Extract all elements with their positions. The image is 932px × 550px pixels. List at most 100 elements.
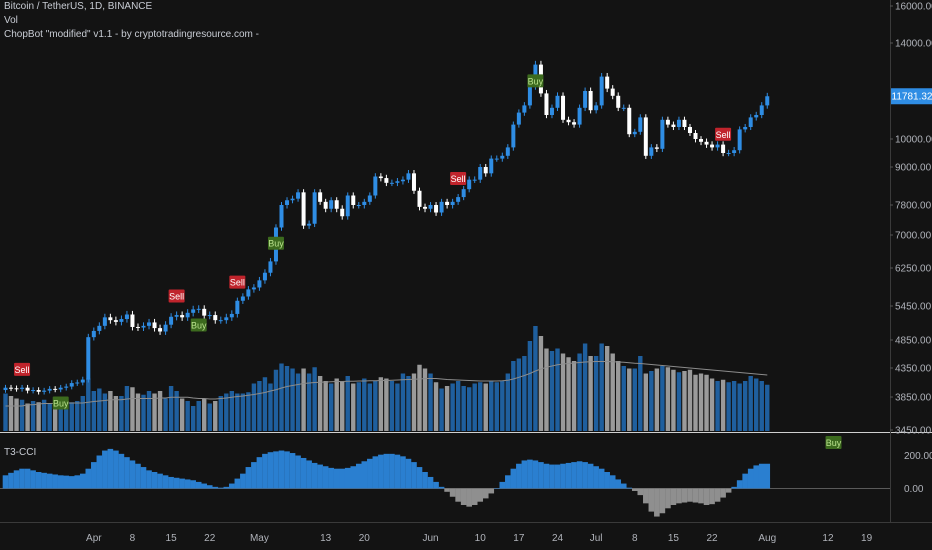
candle-body	[511, 124, 516, 148]
cci-bar	[306, 460, 312, 489]
volume-bar	[687, 369, 693, 431]
last-price-label: 11781.32	[892, 92, 932, 103]
cci-bar	[206, 485, 213, 489]
cci-bar	[74, 475, 81, 489]
candle-body	[406, 173, 411, 180]
volume-bar	[478, 382, 483, 431]
candle-body	[130, 314, 135, 327]
candle-body	[748, 117, 753, 127]
volume-bar	[588, 356, 593, 431]
volume-bar	[505, 373, 511, 431]
cci-bar	[19, 468, 25, 489]
cci-bar	[538, 462, 544, 489]
candle-body	[555, 95, 560, 108]
volume-bar	[279, 363, 284, 431]
cci-bar	[284, 451, 290, 489]
cci-bar	[488, 488, 495, 494]
cci-bar	[449, 488, 456, 497]
volume-bar	[168, 386, 174, 431]
buy-signal: Buy	[267, 236, 284, 250]
candle-body	[643, 117, 648, 156]
volume-bar	[538, 336, 544, 431]
volume-legend[interactable]: Vol	[4, 15, 18, 26]
price-tick-label: 5450.00	[895, 302, 932, 313]
candle-body	[384, 178, 389, 183]
volume-bar	[759, 381, 764, 431]
candle-body	[489, 158, 494, 174]
cci-bar	[234, 478, 241, 489]
cci-bar	[168, 476, 174, 489]
cci-bar	[444, 488, 450, 492]
volume-bar	[704, 374, 709, 431]
cci-bar	[190, 480, 196, 489]
volume-bar	[400, 373, 406, 431]
symbol-title[interactable]: Bitcoin / TetherUS, 1D, BINANCE	[4, 1, 153, 12]
candle-body	[572, 122, 577, 125]
cci-bar	[157, 473, 163, 489]
volume-bar	[52, 406, 58, 431]
date-axis[interactable]: 1825Apr81522May1320Jun101724Jul81522Aug1…	[0, 533, 873, 544]
indicator-legend[interactable]: ChopBot "modified" v1.1 - by cryptotradi…	[4, 29, 259, 40]
volume-bar	[207, 403, 212, 431]
candle-body	[566, 119, 571, 123]
date-tick-label: 15	[668, 533, 680, 544]
candle-body	[505, 147, 510, 156]
cci-bar	[173, 477, 180, 489]
candle-body	[561, 95, 566, 120]
candle-body	[235, 300, 240, 314]
candle-body	[638, 117, 643, 132]
cci-bar	[322, 466, 329, 489]
volume-bar	[560, 353, 566, 431]
date-tick-label: Jul	[590, 533, 603, 544]
candle-body	[229, 313, 234, 318]
volume-bar	[384, 378, 389, 431]
cci-bar	[240, 473, 246, 489]
price-tick-label: 9000.00	[895, 163, 932, 174]
volume-bar	[754, 378, 759, 431]
volume-bar	[621, 366, 626, 431]
cci-axis[interactable]: 200.00 0.00	[904, 451, 932, 495]
candle-body	[472, 179, 477, 181]
cci-bar	[493, 488, 500, 489]
candle-body	[549, 107, 554, 115]
candle-body	[185, 312, 190, 318]
cci-legend[interactable]: T3-CCI	[4, 447, 37, 458]
cci-bar	[565, 462, 572, 489]
volume-ma-line	[5, 361, 768, 407]
candle-body	[395, 181, 400, 183]
volume-bar	[190, 406, 196, 431]
cci-bar	[256, 457, 263, 489]
candle-body	[450, 201, 455, 205]
cci-bar	[648, 488, 655, 512]
volume-bar	[582, 343, 588, 431]
volume-bar	[610, 353, 615, 431]
volume-bar	[306, 373, 312, 431]
signal-label: Sell	[15, 365, 30, 375]
volume-bar	[450, 383, 455, 431]
volume-bar	[290, 368, 295, 431]
buy-signal: Buy	[190, 318, 207, 332]
volume-histogram	[3, 326, 770, 431]
volume-bar	[8, 396, 14, 431]
candle-body	[329, 200, 334, 209]
candle-body	[434, 205, 439, 213]
candle-body	[599, 76, 604, 106]
volume-bar	[466, 387, 472, 431]
candle-body	[726, 153, 731, 154]
date-tick-label: 24	[552, 533, 564, 544]
price-axis[interactable]: 16000.00 14000.00 11781.32 10000.00 9000.00 7…	[890, 2, 932, 437]
cci-bar	[328, 467, 334, 489]
cci-bar	[367, 458, 373, 489]
volume-bar	[345, 376, 350, 431]
signal-label: Buy	[268, 239, 284, 249]
cci-bar	[560, 463, 566, 489]
candle-body	[301, 192, 306, 226]
cci-bar	[229, 483, 235, 489]
date-tick-label: Aug	[758, 533, 776, 544]
candle-body	[334, 200, 339, 209]
cci-bar	[41, 472, 47, 489]
cci-bar	[102, 450, 108, 489]
cci-bar	[63, 475, 70, 489]
cci-bar	[764, 463, 771, 489]
